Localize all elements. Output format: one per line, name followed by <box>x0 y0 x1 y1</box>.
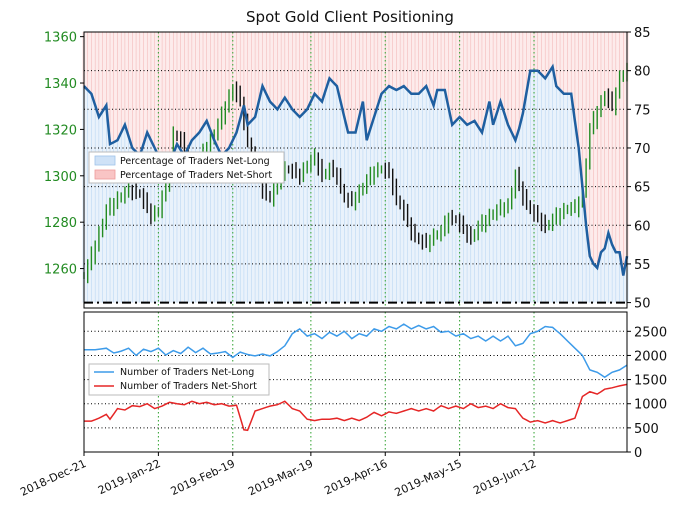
price-tick-label: 1320 <box>44 123 77 138</box>
price-bars <box>83 62 628 284</box>
price-tick-label: 1360 <box>44 31 77 46</box>
top-legend-box <box>88 151 285 184</box>
date-tick-label: 2019-Jun-12 <box>471 457 538 497</box>
legend-label-traders-net-short: Number of Traders Net-Short <box>120 381 257 392</box>
legend-swatch-net-short <box>94 169 116 180</box>
bottom-panel-frame <box>83 311 628 453</box>
count-tick-label: 500 <box>634 422 659 437</box>
legend-label-traders-net-long: Number of Traders Net-Long <box>120 367 254 378</box>
date-tick-label: 2019-Mar-19 <box>246 457 315 498</box>
series-line-percent-net-long <box>83 63 629 276</box>
percent-tick-label: 75 <box>634 103 651 118</box>
series-line-traders-net-long <box>84 323 628 379</box>
date-tick-label: 2019-May-15 <box>393 457 464 499</box>
percent-tick-label: 80 <box>634 65 651 80</box>
date-tick-label: 2018-Dec-21 <box>18 457 88 499</box>
percent-tick-label: 60 <box>634 219 651 234</box>
count-tick-label: 2500 <box>634 325 667 340</box>
count-axis-ticks: 0 500 1000 1500 2000 2500 <box>627 325 667 461</box>
chart-title: Spot Gold Client Positioning <box>246 8 454 26</box>
count-tick-label: 1500 <box>634 374 667 389</box>
price-tick-label: 1300 <box>44 170 77 185</box>
price-tick-label: 1260 <box>44 263 77 278</box>
bottom-legend: Number of Traders Net-Long Number of Tra… <box>88 363 270 396</box>
percent-axis-ticks: 50 55 60 65 70 75 80 85 <box>627 26 651 312</box>
date-axis-ticks: 2018-Dec-21 2019-Jan-22 2019-Feb-19 2019-Ma… <box>18 452 538 499</box>
count-tick-label: 0 <box>634 446 642 461</box>
top-panel-frame <box>83 31 628 309</box>
percent-tick-label: 85 <box>634 26 651 41</box>
top-legend: Percentage of Traders Net-Long Percentag… <box>88 151 285 184</box>
date-tick-label: 2019-Feb-19 <box>169 457 237 498</box>
date-tick-label: 2019-Apr-16 <box>322 457 389 498</box>
series-line-traders-net-short <box>84 383 628 432</box>
price-axis-ticks: 1260 1280 1300 1320 1340 1360 <box>44 31 84 278</box>
percent-tick-label: 50 <box>634 297 651 312</box>
date-tick-label: 2019-Jan-22 <box>96 457 163 497</box>
count-tick-label: 1000 <box>634 398 667 413</box>
percent-tick-label: 70 <box>634 142 651 157</box>
price-tick-label: 1340 <box>44 77 77 92</box>
legend-swatch-net-long <box>94 155 116 166</box>
price-tick-label: 1280 <box>44 216 77 231</box>
percent-tick-label: 65 <box>634 181 651 196</box>
legend-label-net-long: Percentage of Traders Net-Long <box>120 156 270 167</box>
legend-label-net-short: Percentage of Traders Net-Short <box>120 170 272 181</box>
count-tick-label: 2000 <box>634 349 667 364</box>
bottom-legend-box <box>88 363 270 396</box>
percent-tick-label: 55 <box>634 258 651 273</box>
